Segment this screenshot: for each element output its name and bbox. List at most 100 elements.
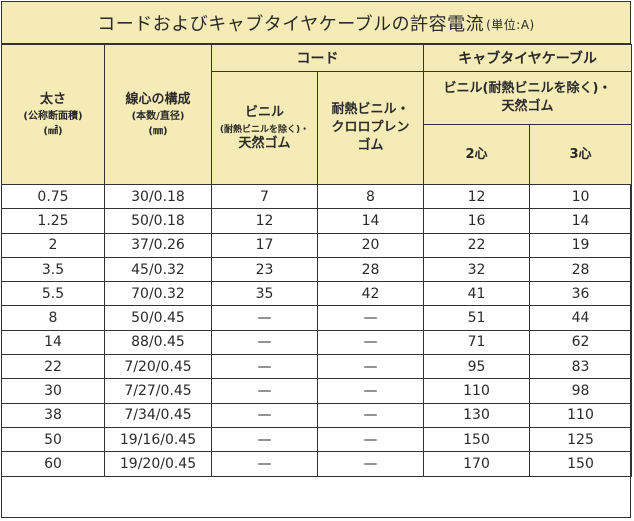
cell-vinyl: 23	[211, 256, 318, 283]
table-row: 22 7/20/0.45— —95 83	[1, 354, 632, 380]
table-row: 1.25 50/0.18 12 14 16 14	[1, 208, 632, 234]
header-cabtire-group: キャブタイヤケーブル	[423, 44, 632, 72]
cell-c2: 41	[423, 281, 530, 307]
table-row: 14 88/0.45— —71 62	[1, 329, 632, 356]
cell-strand: 7/27/0.45	[104, 378, 212, 404]
cell-size: 38	[1, 402, 105, 428]
header-cord-vinyl-line1: ビニル	[244, 104, 284, 120]
header-strand-line3: (㎜)	[148, 125, 168, 137]
header-cord-heat-line2: クロロプレン	[331, 120, 410, 135]
cell-c3: 10	[529, 183, 632, 210]
cell-size: 60	[1, 451, 105, 477]
header-cabtire-sub-line2: 天然ゴム	[501, 99, 554, 114]
table-row: 3.5 45/0.32 23 28 32 28	[1, 256, 632, 283]
cell-size: 3.5	[1, 256, 105, 283]
table-row: 8 50/0.45— —51 44	[1, 305, 632, 331]
cell-vinyl: 17	[211, 232, 318, 258]
cell-c3: 44	[529, 305, 632, 331]
cell-vinyl: —	[211, 378, 318, 404]
cell-c2: 110	[423, 378, 530, 404]
cell-strand: 7/34/0.45	[104, 402, 212, 428]
cell-heat: 42	[317, 281, 424, 307]
header-size-line1: 太さ	[39, 91, 66, 107]
cell-vinyl: —	[211, 354, 318, 380]
cell-c2: 32	[423, 256, 530, 283]
cell-c3: 19	[529, 232, 632, 258]
header-cabtire-sub-line1: ビニル(耐熱ビニルを除く)・	[443, 81, 612, 96]
cell-c2: 12	[423, 183, 530, 210]
header-size: 太さ (公称断面積) (㎟)	[1, 44, 105, 185]
table-title: コードおよびキャブタイヤケーブルの許容電流 (単位:A)	[2, 2, 630, 44]
table-row: 60 19/20/0.45— —170 150	[1, 451, 632, 477]
header-cabtire-sub: ビニル(耐熱ビニルを除く)・ 天然ゴム	[423, 71, 632, 125]
cell-vinyl: 7	[211, 183, 318, 210]
cell-c2: 150	[423, 426, 530, 453]
cell-strand: 50/0.18	[104, 208, 212, 234]
header-cord-vinyl-line2: (耐熱ビニルを除く)・	[219, 124, 310, 135]
table-row: 2 37/0.26 17 20 22 19	[1, 232, 632, 258]
cell-vinyl: 35	[211, 281, 318, 307]
header-strand-line2: (本数/直径)	[131, 110, 185, 122]
cell-c2: 71	[423, 329, 530, 356]
cell-size: 5.5	[1, 281, 105, 307]
header-cord-heat-line1: 耐熱ビニル・	[331, 102, 410, 117]
cell-size: 0.75	[1, 183, 105, 210]
table-row: 5.5 70/0.32 35 42 41 36	[1, 281, 632, 307]
cell-vinyl: —	[211, 402, 318, 428]
cell-strand: 70/0.32	[104, 281, 212, 307]
cell-heat: —	[317, 329, 424, 356]
cell-c2: 130	[423, 402, 530, 428]
cell-heat: —	[317, 426, 424, 453]
header-cord-heat-line3: ゴム	[357, 138, 384, 153]
cell-vinyl: —	[211, 426, 318, 453]
cell-strand: 45/0.32	[104, 256, 212, 283]
header-two-core: 2心	[423, 124, 530, 185]
table-body: 0.75 30/0.18 7 8 12 10 1.25 50/0.18 12 14 16 14 2 37/…	[1, 183, 632, 477]
cell-c3: 110	[529, 402, 632, 428]
cell-c3: 83	[529, 354, 632, 380]
cell-size: 22	[1, 354, 105, 380]
cell-strand: 37/0.26	[104, 232, 212, 258]
header-cord-vinyl-line3: 天然ゴム	[238, 135, 291, 151]
cell-heat: —	[317, 354, 424, 380]
cell-c3: 150	[529, 451, 632, 477]
cell-c2: 95	[423, 354, 530, 380]
cell-strand: 88/0.45	[104, 329, 212, 356]
cell-vinyl: —	[211, 305, 318, 331]
cell-size: 1.25	[1, 208, 105, 234]
cell-strand: 7/20/0.45	[104, 354, 212, 380]
header-cord-heat: 耐熱ビニル・ クロロプレン ゴム	[317, 71, 424, 185]
cell-c3: 62	[529, 329, 632, 356]
title-unit: (単位:A)	[486, 18, 535, 32]
cell-vinyl: —	[211, 329, 318, 356]
header-cord-vinyl: ビニル (耐熱ビニルを除く)・ 天然ゴム	[211, 71, 318, 185]
cell-size: 50	[1, 426, 105, 453]
cell-heat: 14	[317, 208, 424, 234]
cell-c2: 170	[423, 451, 530, 477]
cell-c3: 125	[529, 426, 632, 453]
cell-heat: 28	[317, 256, 424, 283]
cell-c2: 22	[423, 232, 530, 258]
table-row: 38 7/34/0.45— —130 110	[1, 402, 632, 428]
cell-strand: 50/0.45	[104, 305, 212, 331]
table-row: 0.75 30/0.18 7 8 12 10	[1, 183, 632, 210]
cell-size: 30	[1, 378, 105, 404]
cell-c2: 16	[423, 208, 530, 234]
cell-strand: 19/16/0.45	[104, 426, 212, 453]
table-row: 30 7/27/0.45— —110 98	[1, 378, 632, 404]
cell-size: 2	[1, 232, 105, 258]
cell-strand: 30/0.18	[104, 183, 212, 210]
title-main: コードおよびキャブタイヤケーブルの許容電流	[97, 13, 485, 35]
table-row: 50 19/16/0.45— —150 125	[1, 426, 632, 453]
cell-strand: 19/20/0.45	[104, 451, 212, 477]
cell-heat: —	[317, 305, 424, 331]
ampacity-table: 太さ (公称断面積) (㎟) 線心の構成 (本数/直径) (㎜) コード キャブ…	[1, 44, 632, 477]
cell-c3: 28	[529, 256, 632, 283]
cell-heat: —	[317, 451, 424, 477]
header-strand: 線心の構成 (本数/直径) (㎜)	[104, 44, 212, 185]
header-size-line3: (㎟)	[43, 125, 63, 137]
cell-c3: 98	[529, 378, 632, 404]
cell-c3: 14	[529, 208, 632, 234]
cell-size: 8	[1, 305, 105, 331]
